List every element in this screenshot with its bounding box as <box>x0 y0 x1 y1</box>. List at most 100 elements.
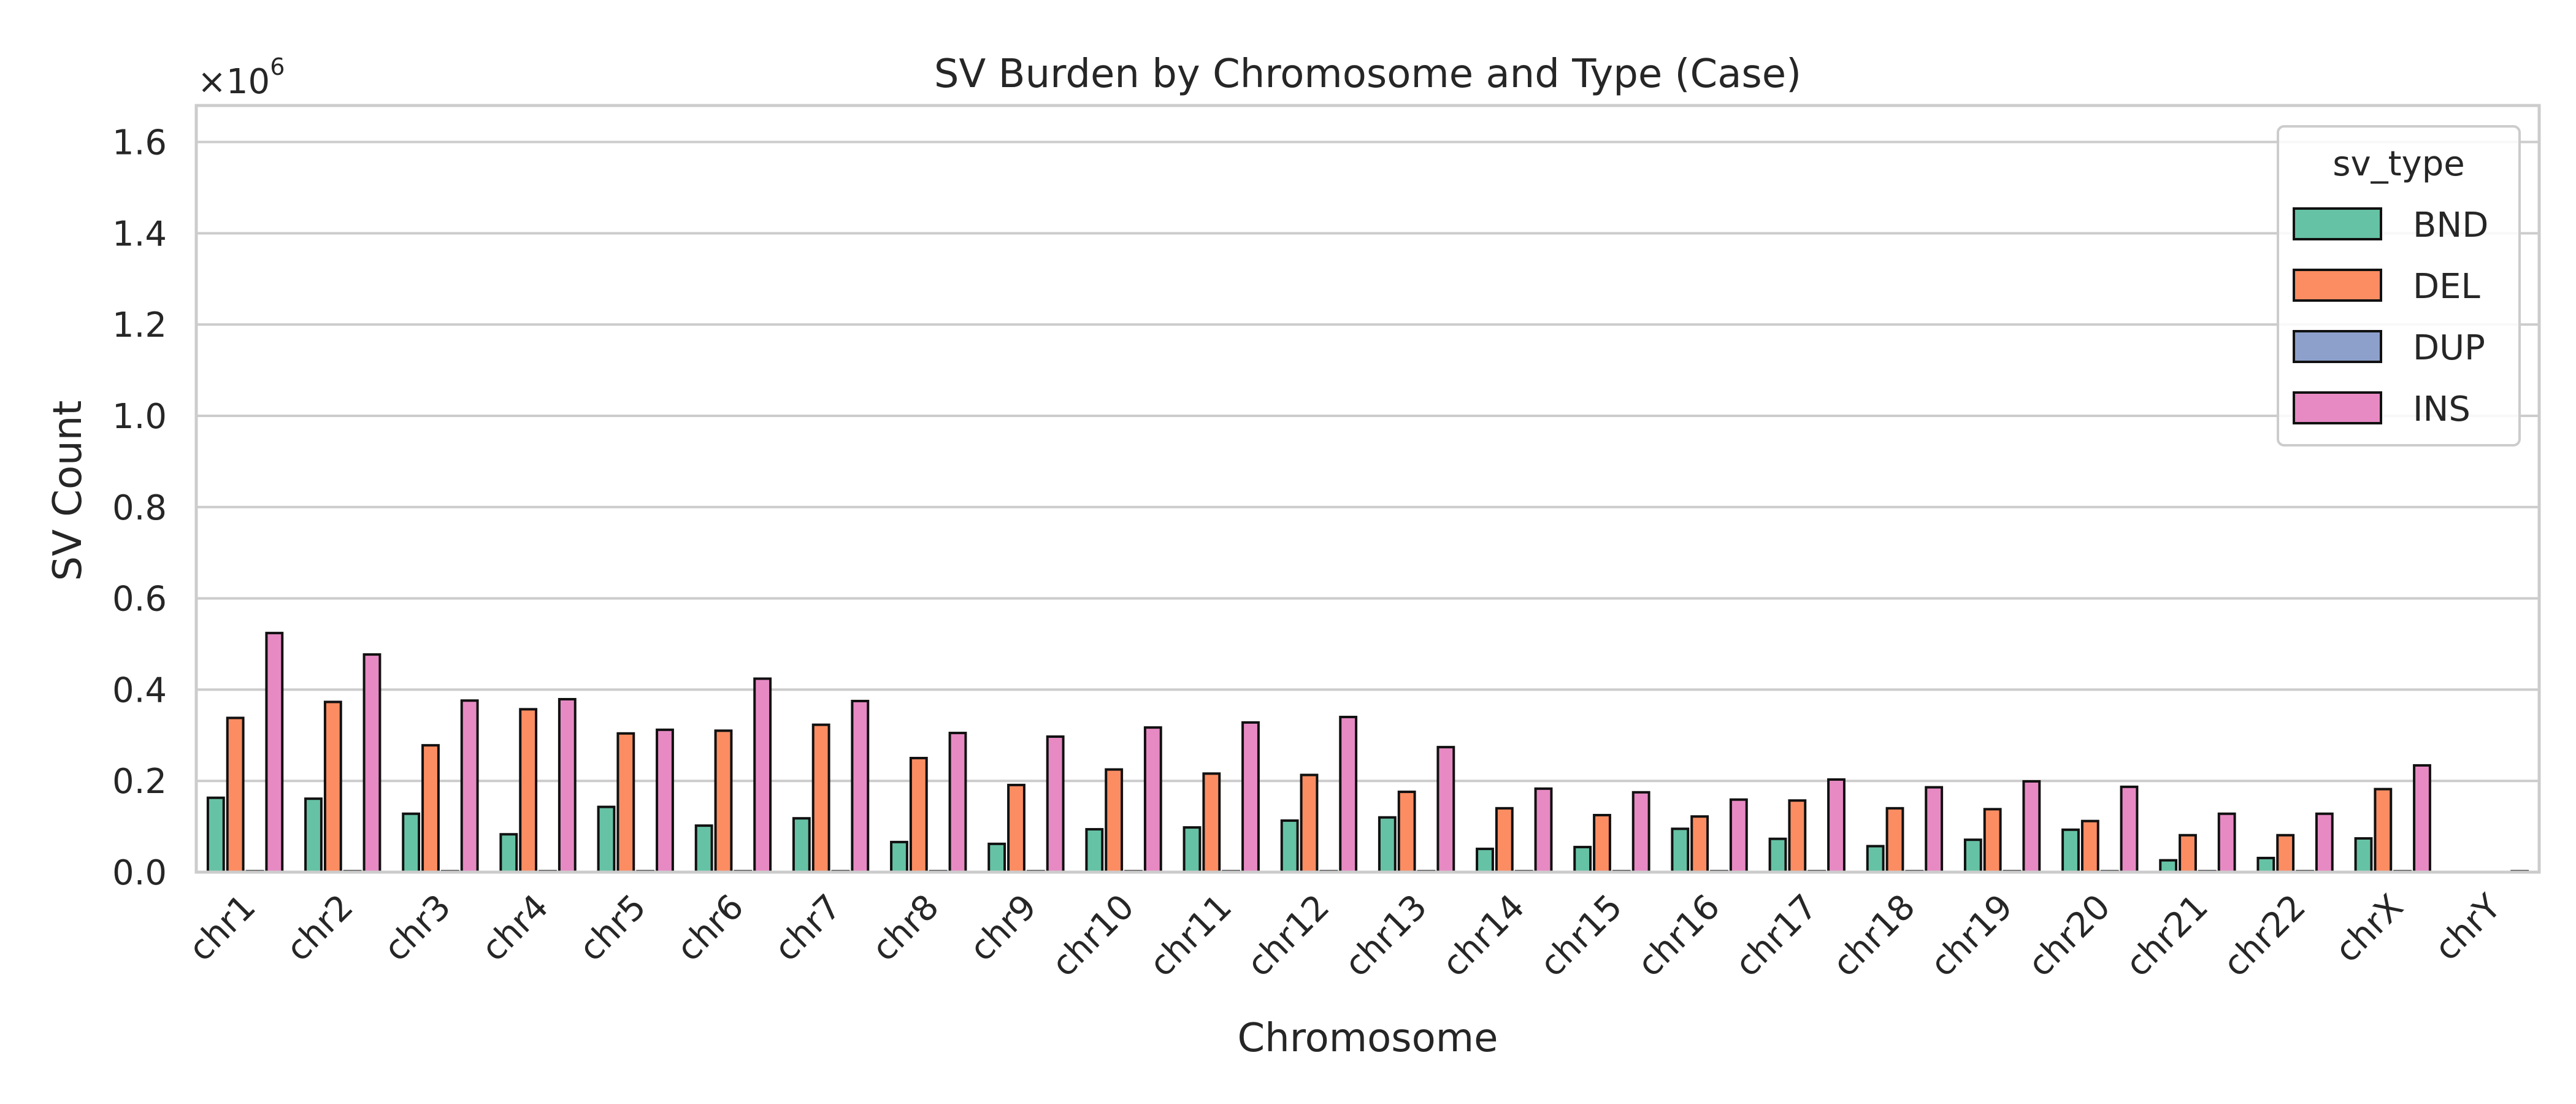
bar-del-chr7 <box>811 723 830 873</box>
bar-ins-chr16 <box>1729 798 1748 873</box>
bar-bnd-chr3 <box>402 812 421 874</box>
bar-ins-chr2 <box>362 653 381 873</box>
bar-bnd-chr17 <box>1768 837 1787 874</box>
x-tick-label: chr11 <box>1142 887 1240 984</box>
x-tick-label: chr21 <box>2118 887 2215 984</box>
bar-ins-chr11 <box>1241 721 1260 874</box>
legend-label-dup: DUP <box>2413 328 2485 368</box>
y-tick-label: 1.2 <box>112 305 167 345</box>
bar-ins-chr15 <box>1631 791 1650 873</box>
bar-bnd-chr12 <box>1280 819 1299 873</box>
legend-swatch-ins <box>2293 391 2382 424</box>
bar-del-chr18 <box>1885 807 1904 874</box>
y-offset-text: ×106 <box>197 53 285 102</box>
y-gridlines <box>196 140 2539 873</box>
bar-del-chr4 <box>519 708 538 873</box>
bar-bnd-chr19 <box>1963 838 1982 873</box>
x-tick-label: chr20 <box>2020 887 2118 984</box>
bar-bnd-chr21 <box>2159 859 2178 874</box>
bar-del-chr12 <box>1300 773 1319 873</box>
chart-title: SV Burden by Chromosome and Type (Case) <box>934 52 1801 97</box>
x-tick-label: chr16 <box>1630 887 1727 984</box>
bar-ins-chr22 <box>2315 812 2334 874</box>
bar-bnd-chr15 <box>1573 846 1592 874</box>
bar-bnd-chr1 <box>206 796 225 873</box>
bar-ins-chr20 <box>2120 785 2139 873</box>
x-tick-label: chr9 <box>962 887 1045 969</box>
x-tick-label: chr5 <box>572 887 654 969</box>
x-tick-label: chr22 <box>2215 887 2313 984</box>
y-offset-base: ×10 <box>197 62 270 102</box>
legend-swatch-del <box>2293 269 2382 302</box>
x-tick-label: chrY <box>2427 886 2509 968</box>
bar-bnd-chr5 <box>597 805 616 874</box>
x-tick-label: chr13 <box>1337 887 1435 984</box>
bar-bnd-chr13 <box>1378 816 1397 873</box>
bar-ins-chr6 <box>753 677 772 873</box>
bar-del-chr21 <box>2179 834 2197 874</box>
y-tick-label: 0.2 <box>112 762 167 802</box>
x-tick-label: chr6 <box>669 887 751 969</box>
legend: sv_type BND DEL DUP INS <box>2277 125 2521 447</box>
bar-del-chr10 <box>1105 768 1124 873</box>
bar-ins-chr12 <box>1339 716 1358 873</box>
bar-ins-chr8 <box>948 732 967 873</box>
bar-ins-chr1 <box>265 632 284 873</box>
bar-del-chr9 <box>1007 783 1025 874</box>
bar-bnd-chr8 <box>890 840 908 873</box>
bar-bnd-chr6 <box>694 824 713 874</box>
x-tick-label: chr2 <box>278 887 361 969</box>
bar-del-chr3 <box>421 744 440 874</box>
bar-del-chr1 <box>226 716 245 874</box>
y-tick-label: 0.0 <box>112 853 167 893</box>
bar-bnd-chr20 <box>2061 828 2080 874</box>
bars <box>206 632 2529 874</box>
bar-del-chr19 <box>1983 808 2002 873</box>
legend-title: sv_type <box>2333 144 2464 184</box>
x-tick-label: chr1 <box>181 887 263 969</box>
bar-del-chr15 <box>1593 813 1611 873</box>
y-tick-labels: 0.0 0.2 0.4 0.6 0.8 1.0 1.2 1.4 1.6 <box>112 123 167 893</box>
y-tick-label: 1.4 <box>112 214 167 254</box>
bar-ins-chr17 <box>1827 778 1846 874</box>
bar-bnd-chr22 <box>2256 856 2275 874</box>
bar-del-chr8 <box>909 756 928 873</box>
bar-ins-chr5 <box>656 728 674 874</box>
bar-ins-chr19 <box>2022 780 2041 874</box>
bar-bnd-chr10 <box>1085 828 1104 874</box>
x-tick-label: chr4 <box>474 887 556 969</box>
x-tick-label: chr10 <box>1044 887 1141 984</box>
bar-bnd-chr14 <box>1476 848 1494 874</box>
x-tick-label: chr12 <box>1240 887 1337 984</box>
bar-bnd-chrX <box>2354 837 2373 873</box>
bar-del-chr11 <box>1202 772 1221 874</box>
y-offset-exponent: 6 <box>270 53 285 80</box>
bar-del-chr2 <box>323 700 342 873</box>
bar-ins-chr9 <box>1046 735 1065 873</box>
bar-del-chr20 <box>2080 819 2099 873</box>
x-tick-label: chr18 <box>1825 887 1923 984</box>
x-tick-label: chr15 <box>1532 887 1630 984</box>
bar-ins-chr4 <box>558 698 577 874</box>
x-tick-label: chr17 <box>1728 887 1825 984</box>
bar-ins-chr7 <box>851 699 870 874</box>
y-tick-label: 1.6 <box>112 123 167 163</box>
legend-label-del: DEL <box>2413 267 2480 307</box>
x-tick-label: chr8 <box>864 887 946 969</box>
bar-ins-chr13 <box>1436 746 1455 874</box>
x-axis-label: Chromosome <box>1237 1016 1498 1061</box>
x-tick-label: chr3 <box>377 887 459 969</box>
x-tick-label: chr14 <box>1435 887 1532 984</box>
bar-bnd-chr18 <box>1866 845 1885 873</box>
legend-swatch-bnd <box>2293 207 2382 240</box>
y-tick-label: 0.4 <box>112 670 167 710</box>
legend-swatch-dup <box>2293 330 2382 363</box>
plot-frame <box>194 104 2541 874</box>
bar-del-chr13 <box>1397 791 1416 873</box>
bar-del-chrX <box>2374 788 2393 874</box>
bar-bnd-chr4 <box>499 833 518 873</box>
bar-bnd-chr2 <box>304 797 323 874</box>
bar-del-chr16 <box>1690 815 1709 874</box>
x-tick-label: chrX <box>2328 887 2411 970</box>
